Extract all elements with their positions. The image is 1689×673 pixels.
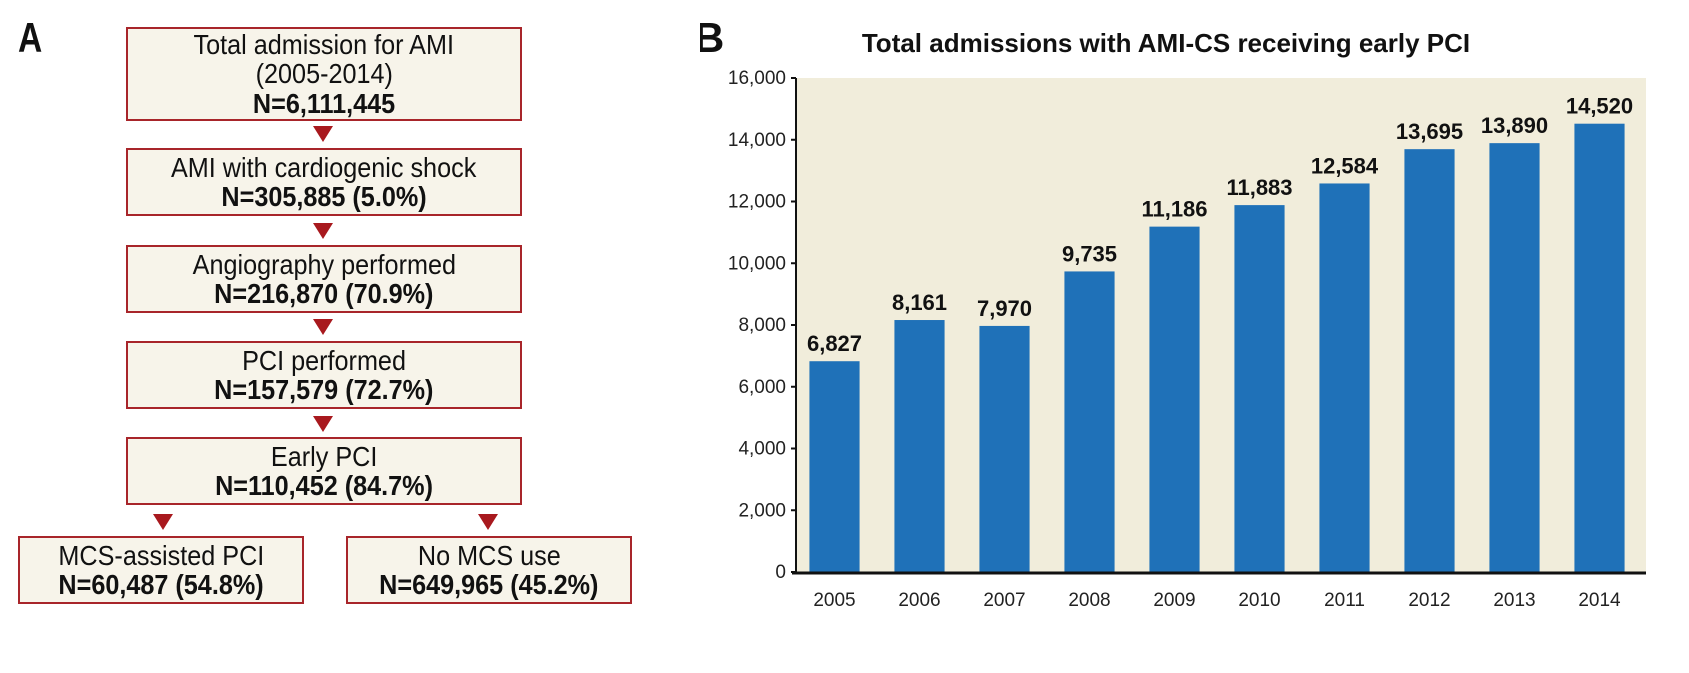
x-tick-label: 2008 xyxy=(1068,590,1110,611)
flow-box-cardiogenic-shock: AMI with cardiogenic shock N=305,885 (5.… xyxy=(126,148,522,216)
value-label: 13,695 xyxy=(1396,119,1463,144)
flow-box-title: Early PCI xyxy=(270,440,378,472)
flow-box-mcs-assisted: MCS-assisted PCI N=60,487 (54.8%) xyxy=(18,536,304,604)
flow-box-title: No MCS use xyxy=(417,539,561,571)
flow-box-no-mcs: No MCS use N=649,965 (45.2%) xyxy=(346,536,632,604)
flow-box-title: AMI with cardiogenic shock xyxy=(171,151,477,183)
value-label: 8,161 xyxy=(892,290,947,315)
flow-box-pci-performed: PCI performed N=157,579 (72.7%) xyxy=(126,341,522,409)
bar-2009 xyxy=(1149,226,1200,572)
y-tick-label: 8,000 xyxy=(738,315,786,336)
flow-box-title: Total admission for AMI xyxy=(193,28,455,60)
y-tick-label: 10,000 xyxy=(728,253,786,274)
flow-arrow-down-icon xyxy=(313,416,333,432)
x-tick-label: 2005 xyxy=(813,590,855,611)
y-tick-label: 14,000 xyxy=(728,130,786,151)
flow-box-count: N=649,965 (45.2%) xyxy=(379,569,599,600)
bar-2012 xyxy=(1404,149,1455,572)
flow-box-total-admission: Total admission for AMI (2005-2014) N=6,… xyxy=(126,27,522,121)
y-tick-label: 12,000 xyxy=(728,192,786,213)
flow-arrow-down-icon xyxy=(478,514,498,530)
panel-b-label: B xyxy=(700,14,724,61)
flow-box-count: N=157,579 (72.7%) xyxy=(214,374,434,405)
x-tick-label: 2014 xyxy=(1578,590,1621,611)
y-tick-label: 2,000 xyxy=(738,500,786,521)
x-tick-label: 2006 xyxy=(898,590,940,611)
x-tick-label: 2011 xyxy=(1324,590,1365,611)
flow-arrow-down-icon xyxy=(313,319,333,335)
flow-box-count: N=110,452 (84.7%) xyxy=(215,470,433,501)
flow-arrow-down-icon xyxy=(313,126,333,142)
bar-2010 xyxy=(1234,205,1285,573)
flow-box-subtitle: (2005-2014) xyxy=(255,58,393,90)
y-tick-label: 0 xyxy=(775,562,786,583)
flow-arrow-down-icon xyxy=(313,223,333,239)
flow-box-title: MCS-assisted PCI xyxy=(58,539,264,571)
flow-box-count: N=305,885 (5.0%) xyxy=(221,181,427,212)
value-label: 7,970 xyxy=(977,296,1032,321)
value-label: 14,520 xyxy=(1566,94,1633,119)
flow-box-count: N=6,111,445 xyxy=(252,87,396,119)
bar-2008 xyxy=(1064,271,1115,572)
value-label: 11,883 xyxy=(1226,175,1292,200)
flow-box-early-pci: Early PCI N=110,452 (84.7%) xyxy=(126,437,522,505)
flow-box-count: N=216,870 (70.9%) xyxy=(214,278,434,309)
bar-2014 xyxy=(1574,123,1625,572)
panel-a-label: A xyxy=(18,14,43,61)
y-tick-label: 6,000 xyxy=(738,377,786,398)
bar-2005 xyxy=(809,361,860,572)
y-tick-label: 16,000 xyxy=(728,68,786,89)
bar-2013 xyxy=(1489,143,1540,573)
flow-arrow-down-icon xyxy=(153,514,173,530)
x-tick-label: 2010 xyxy=(1238,590,1280,611)
value-label: 12,584 xyxy=(1311,153,1379,178)
value-label: 9,735 xyxy=(1062,241,1117,266)
flow-box-count: N=60,487 (54.8%) xyxy=(58,569,264,600)
bar-2006 xyxy=(894,320,945,572)
x-tick-label: 2012 xyxy=(1408,590,1450,611)
bar-chart: B Total admissions with AMI-CS receiving… xyxy=(700,14,1646,611)
y-tick-label: 4,000 xyxy=(738,439,786,460)
bar-2011 xyxy=(1319,183,1370,572)
value-label: 13,890 xyxy=(1481,113,1548,138)
flow-box-title: Angiography performed xyxy=(192,248,456,280)
x-tick-label: 2007 xyxy=(983,590,1025,611)
value-label: 11,186 xyxy=(1141,197,1207,222)
flow-box-angiography: Angiography performed N=216,870 (70.9%) xyxy=(126,245,522,313)
value-label: 6,827 xyxy=(807,331,862,356)
chart-title: Total admissions with AMI-CS receiving e… xyxy=(862,28,1470,58)
x-tick-label: 2009 xyxy=(1153,590,1195,611)
x-tick-label: 2013 xyxy=(1493,590,1535,611)
bar-2007 xyxy=(979,325,1030,572)
flow-box-title: PCI performed xyxy=(242,344,406,376)
